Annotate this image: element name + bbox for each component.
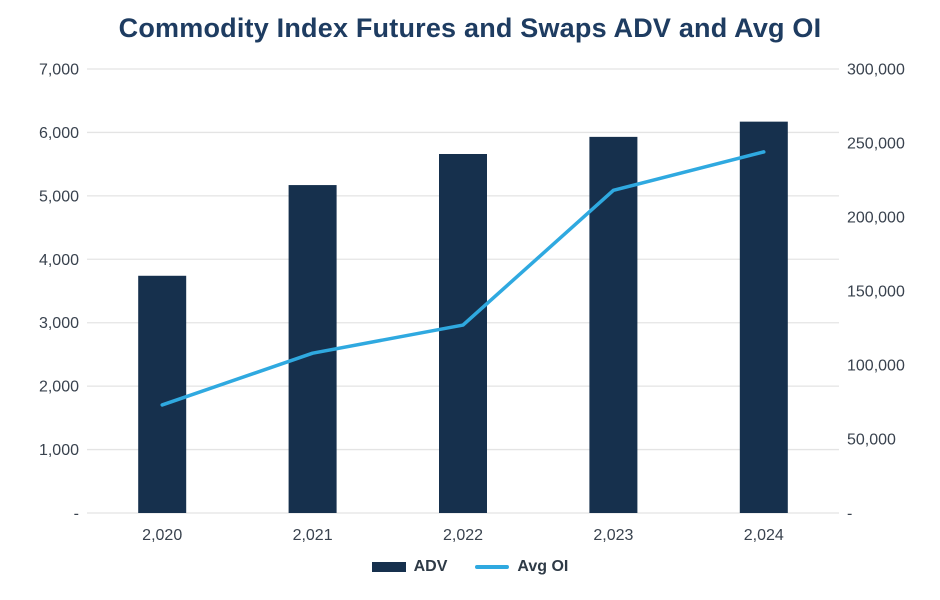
right-axis-tick-label: - <box>847 506 852 523</box>
x-axis-tick-label: 2,022 <box>443 527 483 544</box>
legend-label-adv: ADV <box>413 558 448 575</box>
adv-bar <box>739 121 788 513</box>
adv-bar-swatch-icon <box>371 562 406 572</box>
left-axis-tick-label: 5,000 <box>39 188 79 205</box>
adv-bar <box>138 275 187 513</box>
adv-bar <box>439 153 487 513</box>
legend-item-avg-oi: Avg OI <box>475 558 568 576</box>
adv-bar <box>589 136 638 513</box>
right-axis-tick-label: 300,000 <box>847 62 905 79</box>
right-axis-tick-label: 250,000 <box>847 136 905 153</box>
chart-legend: ADV Avg OI <box>0 558 940 576</box>
left-axis-tick-label: 4,000 <box>39 252 79 269</box>
right-axis-tick-label: 50,000 <box>847 432 896 449</box>
avg-oi-line <box>160 150 766 407</box>
left-axis-tick-label: 1,000 <box>39 442 79 459</box>
x-axis-tick-label: 2,020 <box>142 527 182 544</box>
right-axis-tick-label: 150,000 <box>847 284 905 301</box>
x-axis-tick-label: 2,024 <box>744 527 784 544</box>
left-axis-tick-label: 2,000 <box>39 379 79 396</box>
left-axis-tick-label: - <box>74 506 79 523</box>
legend-item-adv: ADV <box>371 558 448 576</box>
chart-title: Commodity Index Futures and Swaps ADV an… <box>118 13 822 43</box>
right-axis-tick-label: 200,000 <box>847 210 905 227</box>
left-axis-tick-label: 3,000 <box>39 315 79 332</box>
avg-oi-line-swatch-icon <box>475 565 510 569</box>
legend-label-avg-oi: Avg OI <box>517 558 569 575</box>
x-axis-tick-label: 2,021 <box>293 527 333 544</box>
right-axis-tick-label: 100,000 <box>847 358 905 375</box>
left-axis-tick-label: 6,000 <box>39 125 79 142</box>
x-axis-tick-label: 2,023 <box>593 527 633 544</box>
left-axis-tick-label: 7,000 <box>39 62 79 79</box>
